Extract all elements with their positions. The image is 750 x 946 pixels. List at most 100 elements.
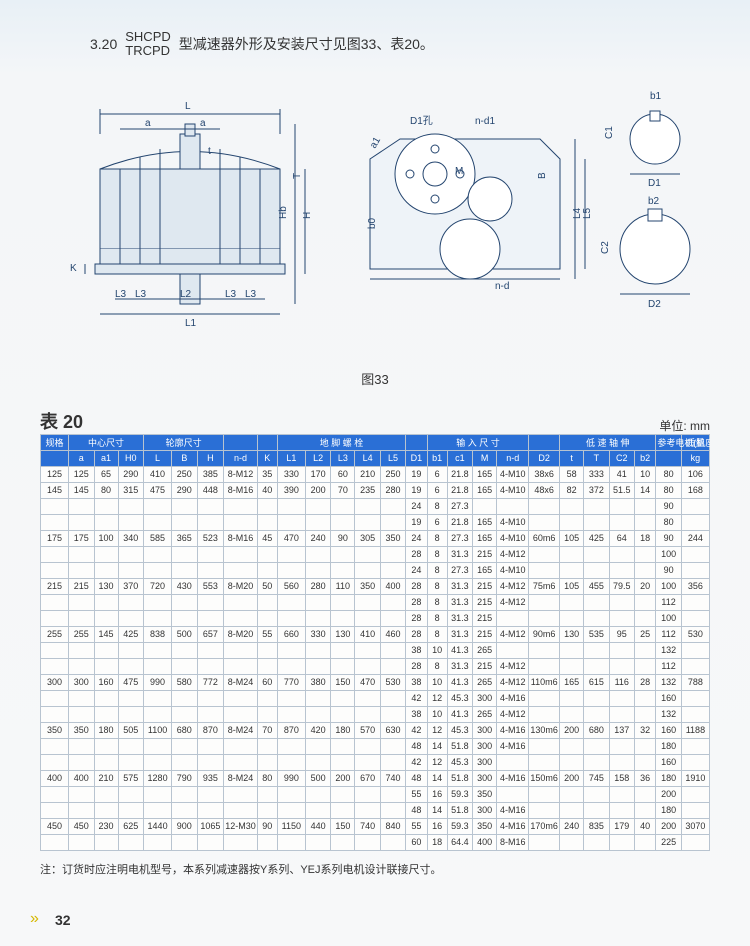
- cell: [609, 738, 634, 754]
- cell: 28: [406, 658, 427, 674]
- cell: [172, 546, 197, 562]
- cell: 425: [118, 626, 143, 642]
- svg-text:L5: L5: [582, 207, 590, 219]
- cell: 470: [355, 674, 380, 690]
- cell: [609, 498, 634, 514]
- col-head: a1: [94, 450, 118, 466]
- cell: [355, 786, 380, 802]
- cell: 8: [427, 594, 447, 610]
- cell: 1065: [197, 818, 224, 834]
- cell: 132: [656, 674, 681, 690]
- cell: [41, 514, 69, 530]
- cell: [224, 690, 257, 706]
- cell: 8-M16: [224, 482, 257, 498]
- cell: 535: [584, 626, 609, 642]
- col-head: D2: [529, 450, 560, 466]
- cell: 45.3: [447, 722, 472, 738]
- cell: 165: [473, 530, 497, 546]
- cell: [118, 514, 143, 530]
- cell: [560, 594, 584, 610]
- cell: 657: [197, 626, 224, 642]
- cell: 230: [94, 818, 118, 834]
- cell: [529, 786, 560, 802]
- cell: 215: [41, 578, 69, 594]
- cell: 130: [560, 626, 584, 642]
- cell: [172, 594, 197, 610]
- cell: 132: [656, 706, 681, 722]
- cell: [681, 658, 709, 674]
- table-row: 2152151303707204305538-M2050560280110350…: [41, 578, 710, 594]
- cell: 112: [656, 594, 681, 610]
- cell: [634, 706, 655, 722]
- cell: 8-M20: [224, 578, 257, 594]
- cell: 21.8: [447, 514, 472, 530]
- cell: [331, 786, 355, 802]
- cell: [118, 658, 143, 674]
- cell: 788: [681, 674, 709, 690]
- cell: 31.3: [447, 626, 472, 642]
- cell: 60: [331, 466, 355, 482]
- cell: [277, 690, 305, 706]
- cell: 32: [634, 722, 655, 738]
- col-head: T: [584, 450, 609, 466]
- cell: 215: [473, 546, 497, 562]
- cell: 340: [118, 530, 143, 546]
- col-group: 规格: [41, 434, 69, 450]
- cell: 210: [355, 466, 380, 482]
- cell: 200: [305, 482, 330, 498]
- cell: [681, 706, 709, 722]
- table-head: 规格中心尺寸轮廓尺寸地 脚 螺 栓输 入 尺 寸低 速 轴 伸参考电机(机座号)…: [41, 434, 710, 466]
- cell: [257, 706, 277, 722]
- cell: [172, 610, 197, 626]
- cell: 200: [656, 786, 681, 802]
- cell: [497, 610, 529, 626]
- cell: 380: [305, 674, 330, 690]
- cell: [69, 562, 94, 578]
- cell: [305, 658, 330, 674]
- cell: [380, 834, 405, 850]
- cell: 333: [584, 466, 609, 482]
- cell: [144, 706, 172, 722]
- cell: [94, 706, 118, 722]
- cell: [681, 514, 709, 530]
- cell: 27.3: [447, 562, 472, 578]
- table-row: 481451.83004-M16180: [41, 738, 710, 754]
- cell: 42: [406, 722, 427, 738]
- cell: 680: [172, 722, 197, 738]
- cell: [584, 786, 609, 802]
- unit-label: 单位: mm: [659, 417, 710, 434]
- table-row: 4504502306251440900106512-M3090115044015…: [41, 818, 710, 834]
- cell: [380, 706, 405, 722]
- cell: 4-M16: [497, 802, 529, 818]
- cell: [172, 658, 197, 674]
- cell: 38x6: [529, 466, 560, 482]
- cell: 125: [69, 466, 94, 482]
- cell: 100: [656, 546, 681, 562]
- cell: 10: [427, 706, 447, 722]
- cell: [331, 594, 355, 610]
- cell: 70: [257, 722, 277, 738]
- cell: 400: [69, 770, 94, 786]
- cell: [380, 594, 405, 610]
- cell: 475: [144, 482, 172, 498]
- cell: 330: [277, 466, 305, 482]
- svg-text:D1孔: D1孔: [410, 115, 433, 127]
- cell: [355, 610, 380, 626]
- cell: [257, 498, 277, 514]
- cell: [224, 642, 257, 658]
- cell: [197, 706, 224, 722]
- cell: 150: [331, 818, 355, 834]
- cell: 28: [406, 610, 427, 626]
- cell: [257, 610, 277, 626]
- cell: 28: [406, 546, 427, 562]
- cell: 38: [406, 674, 427, 690]
- cell: [305, 690, 330, 706]
- cell: [144, 802, 172, 818]
- table-row: 24827.390: [41, 498, 710, 514]
- cell: 4-M16: [497, 690, 529, 706]
- cell: 14: [427, 738, 447, 754]
- cell: [277, 562, 305, 578]
- cell: 48: [406, 738, 427, 754]
- col-group: [257, 434, 277, 450]
- cell: 130m6: [529, 722, 560, 738]
